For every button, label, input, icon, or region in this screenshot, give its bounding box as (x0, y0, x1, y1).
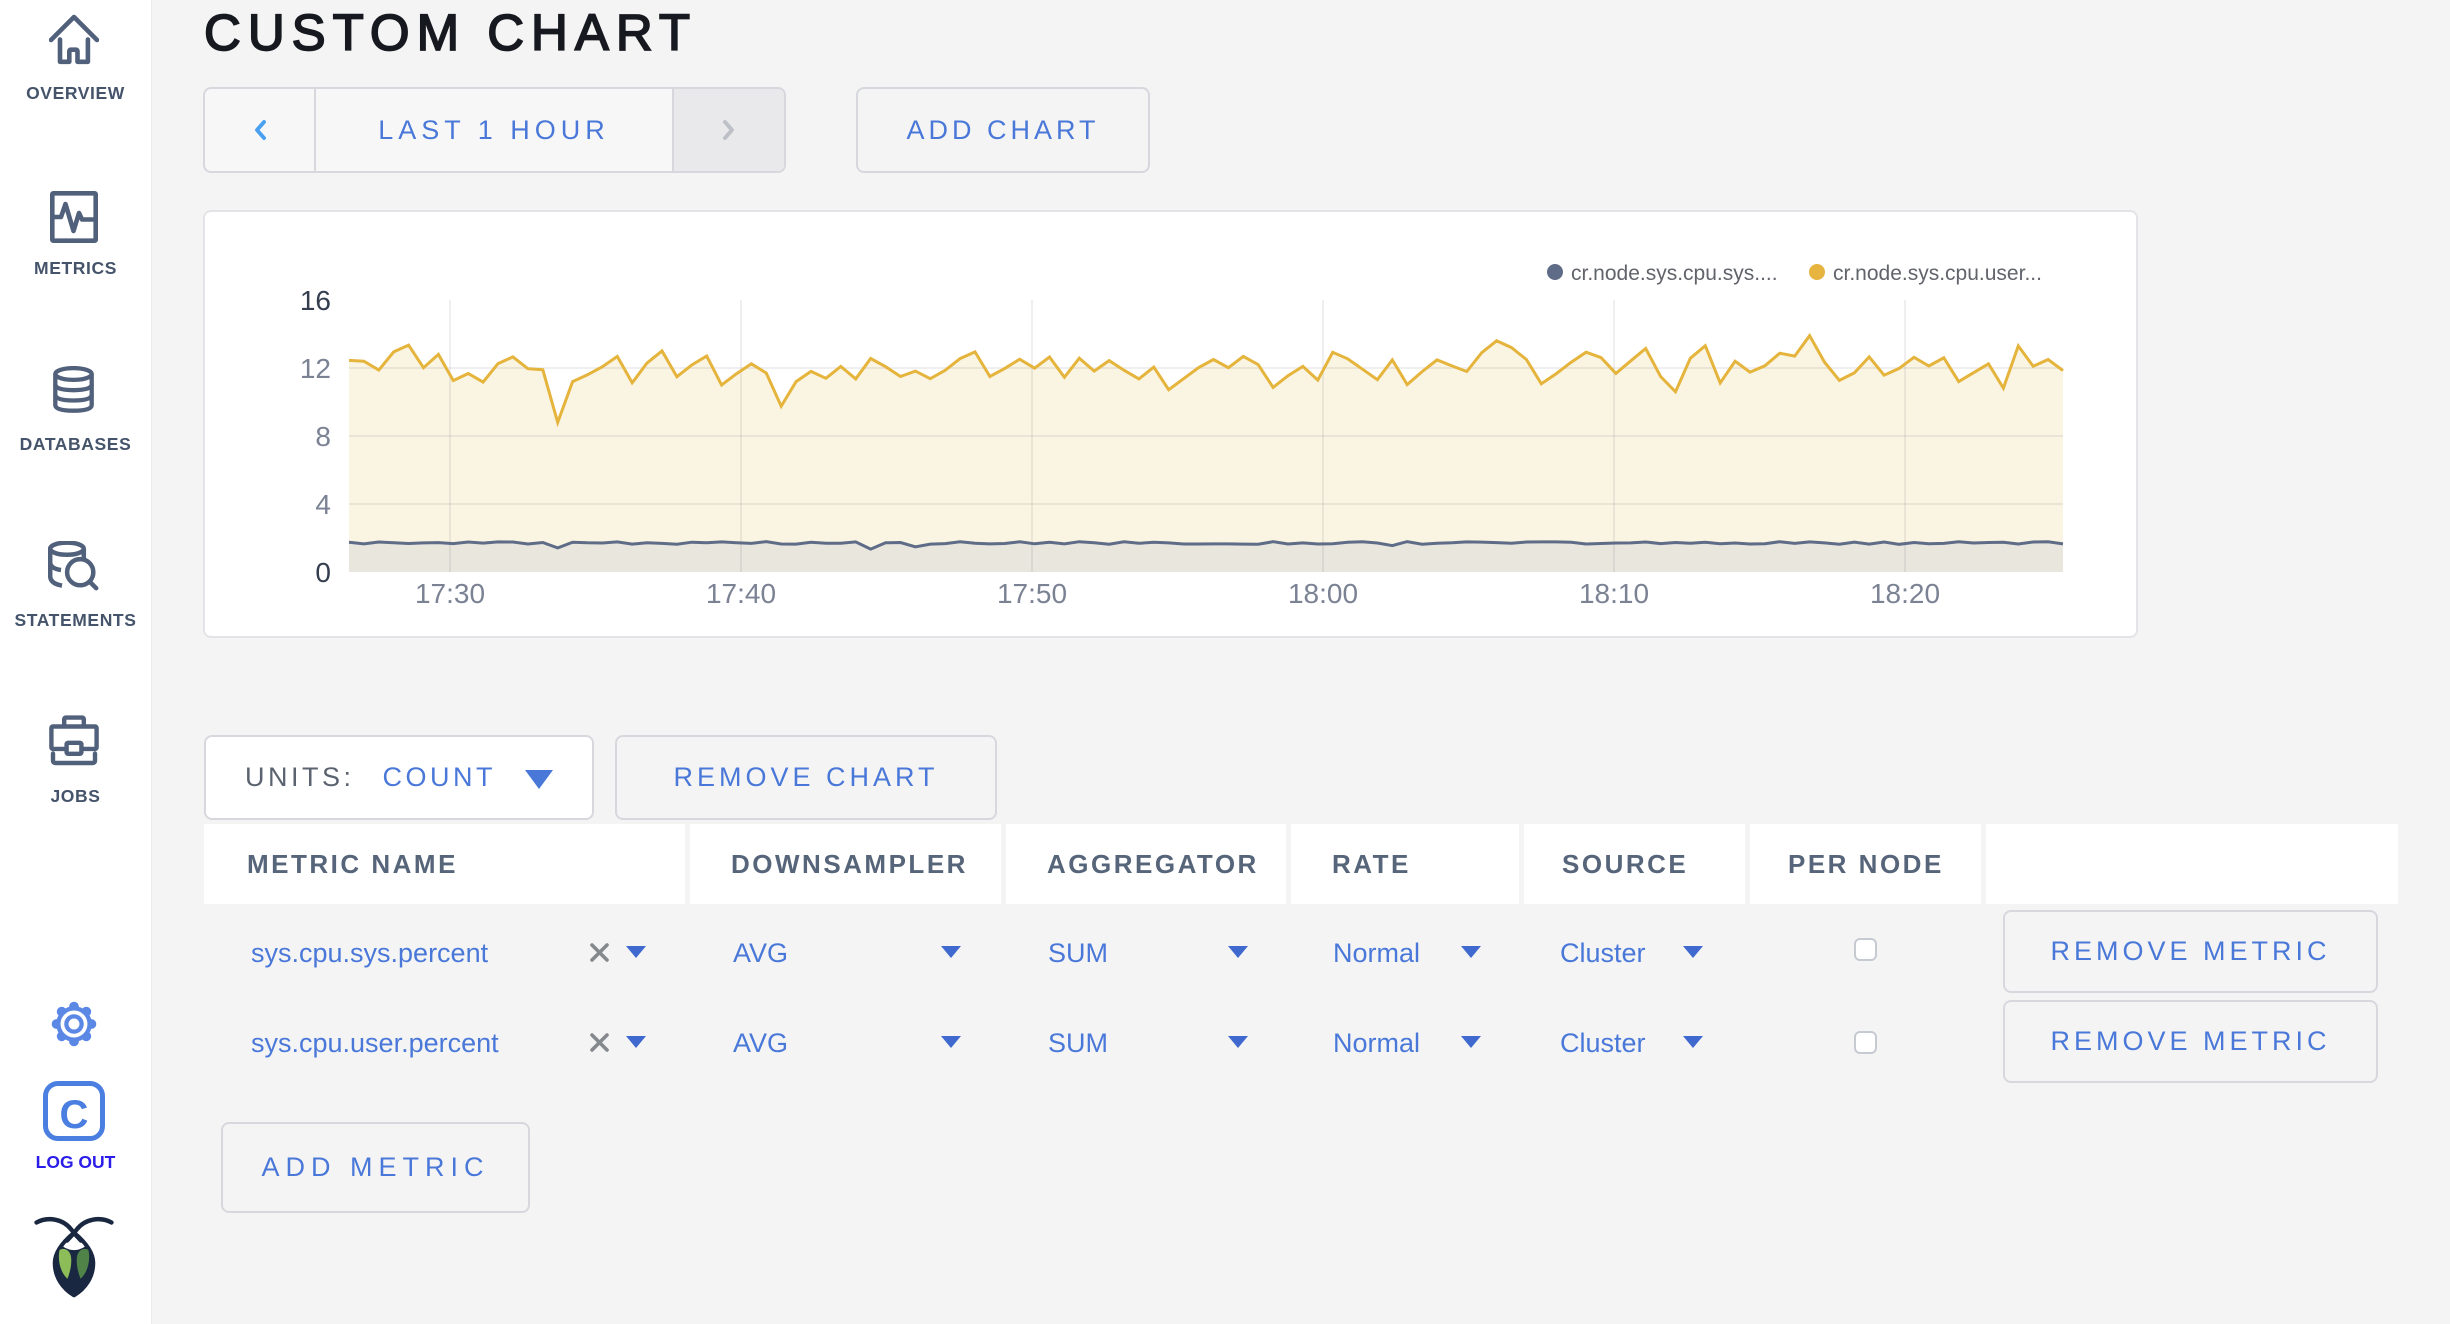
svg-text:17:50: 17:50 (997, 578, 1067, 609)
svg-text:4: 4 (315, 489, 331, 520)
svg-text:18:10: 18:10 (1579, 578, 1649, 609)
svg-text:18:00: 18:00 (1288, 578, 1358, 609)
svg-text:8: 8 (315, 421, 331, 452)
svg-text:12: 12 (300, 353, 331, 384)
svg-text:17:40: 17:40 (706, 578, 776, 609)
svg-text:0: 0 (315, 557, 331, 588)
svg-text:18:20: 18:20 (1870, 578, 1940, 609)
svg-text:cr.node.sys.cpu.user...: cr.node.sys.cpu.user... (1833, 262, 2042, 285)
svg-text:16: 16 (300, 285, 331, 316)
svg-text:17:30: 17:30 (415, 578, 485, 609)
svg-text:cr.node.sys.cpu.sys....: cr.node.sys.cpu.sys.... (1571, 262, 1778, 285)
